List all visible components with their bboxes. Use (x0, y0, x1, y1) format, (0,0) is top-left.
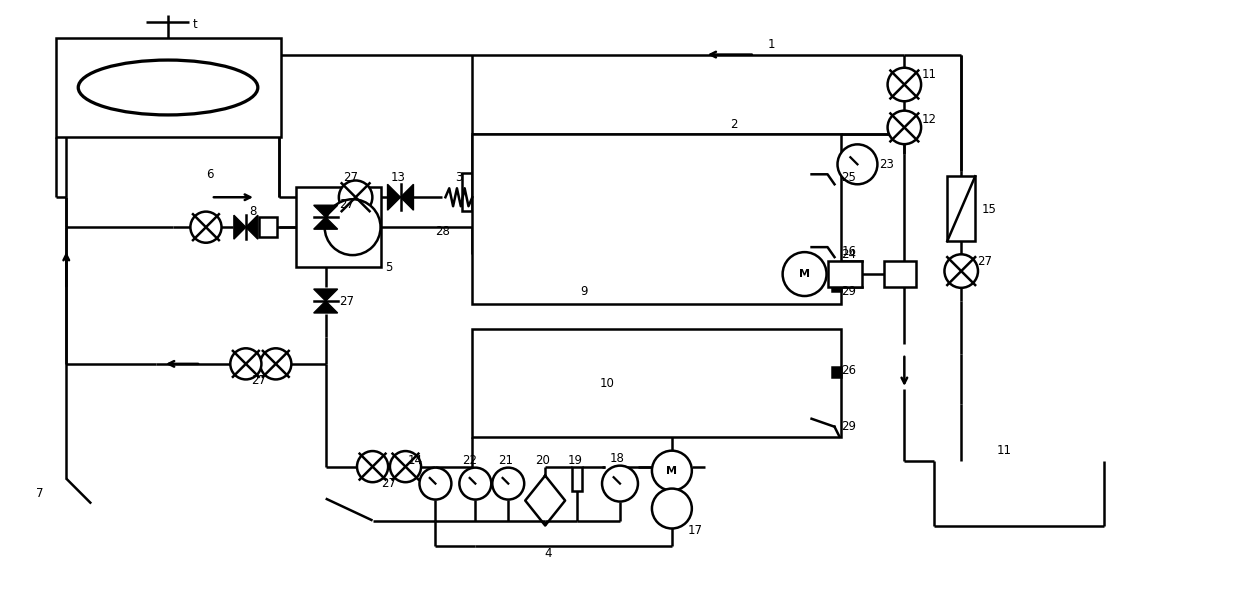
Text: 18: 18 (610, 452, 624, 465)
Circle shape (887, 68, 921, 101)
Circle shape (652, 451, 691, 491)
Circle shape (460, 468, 492, 499)
Text: 27: 27 (382, 477, 396, 490)
Text: 27: 27 (343, 171, 358, 184)
Text: 11: 11 (922, 68, 937, 81)
Circle shape (783, 252, 826, 296)
Text: 29: 29 (841, 284, 856, 298)
Text: 12: 12 (922, 113, 937, 126)
Text: 27: 27 (338, 198, 353, 211)
Text: 17: 17 (688, 524, 703, 537)
Polygon shape (313, 205, 338, 217)
Text: 27: 27 (978, 255, 992, 267)
Circle shape (420, 468, 451, 499)
Text: 24: 24 (841, 248, 856, 261)
Polygon shape (313, 301, 338, 313)
Bar (948, 176, 975, 241)
Circle shape (230, 348, 261, 379)
Bar (56, 38, 281, 138)
Text: 27: 27 (338, 295, 353, 308)
Text: 26: 26 (841, 364, 856, 378)
Text: 21: 21 (498, 454, 513, 467)
Bar (885, 261, 917, 287)
Text: M: M (799, 269, 810, 279)
Text: 19: 19 (569, 454, 584, 467)
Text: 23: 23 (880, 158, 895, 171)
Text: 2: 2 (730, 118, 737, 131)
Text: 5: 5 (385, 261, 393, 273)
Bar (296, 188, 380, 267)
Text: 27: 27 (252, 375, 266, 387)
Bar (831, 281, 841, 291)
Text: M: M (667, 466, 678, 476)
Bar (828, 261, 862, 287)
Circle shape (338, 180, 373, 214)
Text: t: t (193, 18, 198, 31)
Circle shape (652, 488, 691, 529)
Polygon shape (234, 215, 245, 239)
Circle shape (390, 451, 421, 482)
Circle shape (602, 466, 638, 502)
Text: 7: 7 (36, 487, 43, 500)
Text: 13: 13 (390, 171, 405, 184)
Bar (462, 174, 472, 211)
Text: 25: 25 (841, 171, 856, 184)
Text: 15: 15 (981, 203, 996, 216)
Text: 10: 10 (600, 378, 615, 390)
Bar (472, 135, 841, 304)
Text: 1: 1 (768, 38, 776, 51)
Circle shape (887, 111, 921, 144)
Ellipse shape (78, 60, 258, 115)
Text: 22: 22 (462, 454, 477, 467)
Circle shape (325, 199, 380, 255)
Text: 3: 3 (456, 171, 462, 184)
Text: 29: 29 (841, 420, 856, 433)
Polygon shape (313, 217, 338, 229)
Bar (472, 329, 841, 437)
Text: 14: 14 (408, 454, 422, 467)
Circle shape (944, 255, 978, 288)
Circle shape (838, 144, 877, 185)
Circle shape (492, 468, 524, 499)
Text: 6: 6 (206, 168, 213, 181)
Text: 8: 8 (249, 205, 256, 217)
Polygon shape (388, 185, 400, 210)
Bar (572, 466, 582, 491)
Text: 4: 4 (544, 547, 551, 560)
Text: 11: 11 (996, 444, 1011, 457)
Text: 20: 20 (535, 454, 550, 467)
Circle shape (260, 348, 291, 379)
Text: 9: 9 (580, 284, 587, 298)
Polygon shape (313, 289, 338, 301)
Polygon shape (400, 185, 414, 210)
Bar (831, 367, 841, 377)
Circle shape (191, 211, 222, 243)
Bar (259, 217, 276, 237)
Text: 28: 28 (436, 225, 451, 238)
Circle shape (357, 451, 388, 482)
Polygon shape (245, 215, 258, 239)
Text: 16: 16 (841, 245, 856, 258)
